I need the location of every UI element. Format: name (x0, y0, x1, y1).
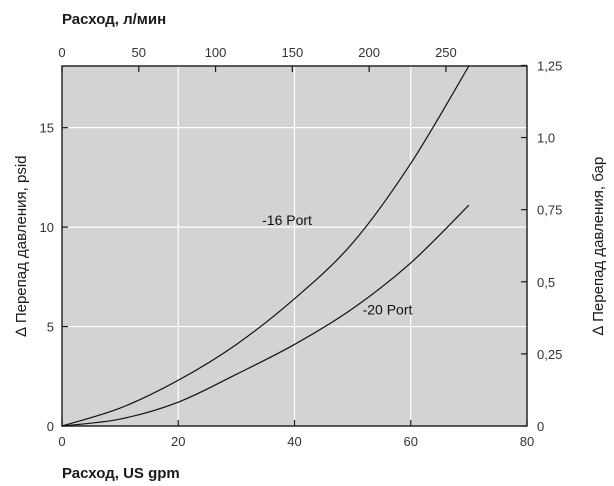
x-tick-label-bottom: 0 (58, 434, 65, 449)
series-line-1 (61, 204, 470, 427)
right-y-axis-title: ∆ Перепад давления, бар (590, 157, 607, 335)
x-tick-label-top: 250 (435, 45, 457, 60)
y-tick-label-right: 0,25 (537, 347, 562, 362)
series-labels: -16 Port -20 Port (262, 212, 412, 318)
x-tick-label-top: 150 (281, 45, 303, 60)
y-tick-label-right: 1,0 (537, 131, 555, 146)
axis-ticks (61, 64, 528, 427)
series-label-1: -20 Port (363, 302, 413, 318)
left-y-axis-title: ∆ Перепад давления, psid (13, 156, 30, 337)
y-tick-label-right: 0 (537, 419, 544, 434)
x-tick-label-bottom: 80 (520, 434, 534, 449)
y-tick-label-right: 0,75 (537, 203, 562, 218)
y-tick-label-left: 0 (47, 419, 54, 434)
x-tick-label-bottom: 40 (287, 434, 301, 449)
grid (62, 66, 527, 426)
series-label-0: -16 Port (262, 212, 312, 228)
y-tick-label-right: 0,5 (537, 275, 555, 290)
x-tick-label-bottom: 60 (404, 434, 418, 449)
x-tick-label-top: 50 (132, 45, 146, 60)
x-tick-label-bottom: 20 (171, 434, 185, 449)
x-tick-label-top: 0 (58, 45, 65, 60)
x-tick-label-top: 200 (358, 45, 380, 60)
series-group (61, 65, 470, 427)
x-tick-label-top: 100 (205, 45, 227, 60)
bottom-x-axis-title: Расход, US gpm (62, 465, 180, 482)
series-line-0 (61, 65, 470, 427)
y-tick-label-left: 15 (40, 121, 54, 136)
top-x-axis-title: Расход, л/мин (62, 11, 166, 28)
y-tick-label-left: 10 (40, 220, 54, 235)
y-tick-label-left: 5 (47, 320, 54, 335)
y-tick-label-right: 1,25 (537, 58, 562, 73)
